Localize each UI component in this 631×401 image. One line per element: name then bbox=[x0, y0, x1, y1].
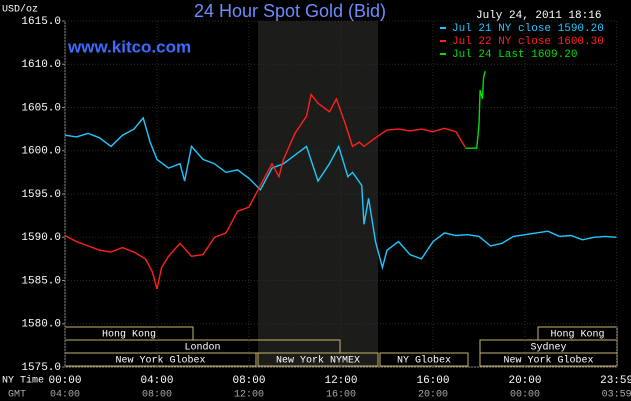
x-tick-label: 08:00 bbox=[232, 375, 265, 387]
x-tick-label: 16:00 bbox=[416, 375, 449, 387]
y-tick-label: 1575.0 bbox=[21, 362, 61, 374]
x2-tick-label: 12:00 bbox=[234, 390, 264, 401]
legend-label: Jul 24 Last 1609.20 bbox=[452, 49, 577, 61]
session-label: Sydney bbox=[530, 342, 566, 354]
y-tick-label: 1585.0 bbox=[21, 275, 61, 287]
y-tick-label: 1595.0 bbox=[21, 189, 61, 201]
y-axis-label: USD/oz bbox=[2, 4, 38, 16]
y-tick-label: 1605.0 bbox=[21, 102, 61, 114]
session-label: New York NYMEX bbox=[276, 355, 360, 367]
under-layer bbox=[62, 20, 618, 368]
x-tick-label: 20:00 bbox=[508, 375, 541, 387]
x-tick-label: 12:00 bbox=[324, 375, 357, 387]
y-tick-label: 1615.0 bbox=[21, 16, 61, 28]
x-tick-label: 23:59 bbox=[600, 375, 631, 387]
session-box bbox=[257, 352, 379, 367]
x2-tick-label: 20:00 bbox=[418, 390, 448, 401]
series-line bbox=[465, 71, 486, 149]
session-box bbox=[379, 352, 469, 367]
x2-tick-label: 04:00 bbox=[50, 390, 80, 401]
x-axis-label: NY Time bbox=[2, 375, 44, 387]
timestamp: July 24, 2011 18:16 bbox=[476, 10, 601, 22]
session-box bbox=[479, 352, 618, 367]
session-label: Hong Kong bbox=[102, 330, 156, 341]
session-label: New York Globex bbox=[115, 355, 205, 367]
legend-label: Jul 21 NY close 1590.20 bbox=[452, 23, 604, 35]
x-tick-label: 00:00 bbox=[48, 375, 81, 387]
chart-title: 24 Hour Spot Gold (Bid) bbox=[194, 1, 386, 21]
x-tick-label: 04:00 bbox=[140, 375, 173, 387]
legend-label: Jul 22 NY close 1600.30 bbox=[452, 36, 604, 48]
session-label: NY Globex bbox=[397, 355, 451, 367]
x2-tick-label: 03:59 bbox=[602, 390, 631, 401]
x2-tick-label: 16:00 bbox=[326, 390, 356, 401]
session-label: London bbox=[184, 342, 220, 354]
y-tick-label: 1580.0 bbox=[21, 319, 61, 331]
x2-tick-label: 00:00 bbox=[510, 390, 540, 401]
watermark: www.kitco.com bbox=[67, 37, 191, 56]
x2-axis-label: GMT bbox=[8, 390, 26, 401]
session-label: New York Globex bbox=[503, 355, 593, 367]
y-tick-label: 1590.0 bbox=[21, 232, 61, 244]
series-line bbox=[64, 116, 617, 271]
series-line bbox=[64, 92, 466, 290]
y-tick-label: 1610.0 bbox=[21, 59, 61, 71]
y-tick-label: 1600.0 bbox=[21, 146, 61, 158]
session-label: Hong Kong bbox=[550, 330, 604, 341]
x2-tick-label: 08:00 bbox=[142, 390, 172, 401]
